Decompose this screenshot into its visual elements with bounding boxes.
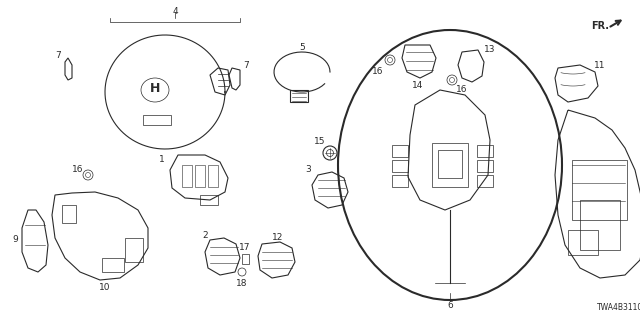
Bar — [200, 195, 218, 205]
Bar — [392, 160, 408, 172]
Bar — [143, 115, 171, 125]
Text: FR.: FR. — [591, 21, 609, 31]
Bar — [580, 200, 620, 250]
Text: H: H — [150, 82, 160, 94]
Text: 1: 1 — [159, 156, 165, 164]
Bar — [477, 175, 493, 187]
Text: 13: 13 — [484, 45, 496, 54]
Bar — [432, 143, 468, 187]
Text: 16: 16 — [456, 85, 468, 94]
Bar — [242, 254, 249, 264]
Bar — [392, 145, 408, 157]
Text: 15: 15 — [314, 138, 326, 147]
Text: 9: 9 — [12, 236, 18, 244]
Bar — [477, 160, 493, 172]
Text: 16: 16 — [372, 68, 384, 76]
Bar — [208, 165, 218, 187]
Text: 12: 12 — [272, 234, 284, 243]
Bar — [568, 230, 598, 255]
Text: 14: 14 — [412, 81, 424, 90]
Text: 5: 5 — [299, 44, 305, 52]
Text: 3: 3 — [305, 165, 311, 174]
Bar — [438, 150, 462, 178]
Bar — [182, 165, 192, 187]
Text: 18: 18 — [236, 278, 248, 287]
Text: 7: 7 — [243, 60, 249, 69]
Bar — [195, 165, 205, 187]
Text: 10: 10 — [99, 284, 111, 292]
Bar — [290, 90, 308, 102]
Text: TWA4B3110: TWA4B3110 — [597, 303, 640, 313]
Bar — [477, 145, 493, 157]
Text: 7: 7 — [55, 51, 61, 60]
Bar — [392, 175, 408, 187]
Bar — [125, 238, 143, 262]
Bar — [572, 160, 627, 220]
Text: 4: 4 — [172, 7, 178, 17]
Text: 2: 2 — [202, 230, 208, 239]
Text: 6: 6 — [447, 300, 453, 309]
Text: 17: 17 — [239, 244, 251, 252]
Bar — [102, 258, 124, 272]
Text: 11: 11 — [595, 60, 605, 69]
Text: 16: 16 — [72, 165, 84, 174]
Bar — [62, 205, 76, 223]
